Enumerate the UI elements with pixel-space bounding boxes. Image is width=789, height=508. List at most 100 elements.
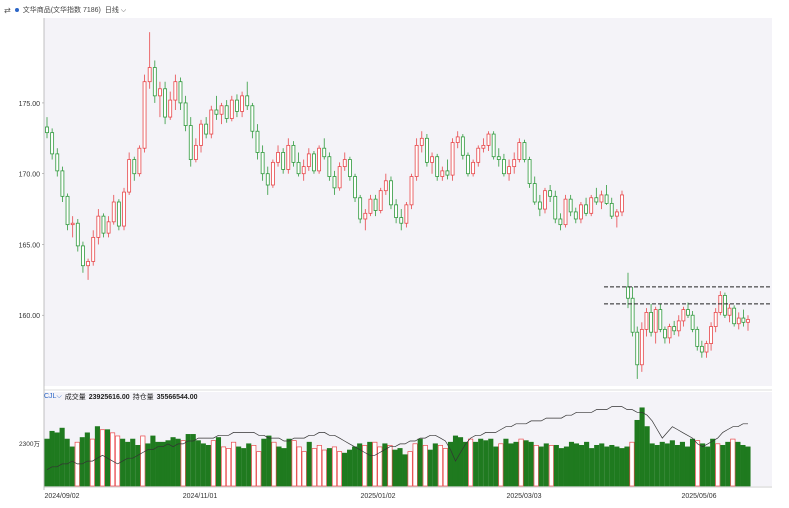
candle-body xyxy=(178,81,183,104)
volume-bar xyxy=(649,443,655,487)
candle-body xyxy=(450,142,455,176)
candle-body xyxy=(491,133,496,158)
candle-body xyxy=(306,153,311,168)
candle-body xyxy=(240,95,244,112)
volume-bar xyxy=(599,443,605,487)
candle-body xyxy=(81,245,85,267)
candle-body xyxy=(163,88,167,118)
volume-bar xyxy=(700,443,706,487)
candle-body xyxy=(368,198,373,214)
candle-body xyxy=(460,136,465,156)
candle-body xyxy=(455,136,460,143)
volume-bar xyxy=(488,438,494,487)
candle-body xyxy=(445,170,450,176)
candle-body xyxy=(96,215,101,238)
candle-body xyxy=(620,194,624,213)
candle-body xyxy=(732,307,737,325)
volume-bar xyxy=(705,446,711,487)
volume-bar xyxy=(740,444,746,487)
volume-bar xyxy=(407,451,413,487)
candle-body xyxy=(322,147,327,158)
candle-body xyxy=(332,176,337,189)
candle-body xyxy=(419,137,424,146)
volume-bar xyxy=(543,443,549,487)
volume-bar xyxy=(568,441,575,487)
volume-bar xyxy=(468,438,474,487)
candle-body xyxy=(502,159,506,175)
volume-bar xyxy=(215,437,222,487)
candle-body xyxy=(512,159,517,168)
volume-bar xyxy=(115,435,121,487)
volume-bar xyxy=(573,443,580,487)
volume-bar xyxy=(54,432,60,487)
volume-bar xyxy=(392,449,398,487)
volume-bar xyxy=(165,440,171,487)
volume-bar xyxy=(644,426,650,487)
candle-body xyxy=(496,156,501,160)
volume-bar xyxy=(89,438,95,487)
volume-tick-label: 2300万 xyxy=(19,440,40,448)
volume-bar xyxy=(306,441,312,487)
candle-body xyxy=(746,319,750,323)
time-tick-label: 2025/03/03 xyxy=(506,493,541,500)
candle-body xyxy=(723,295,727,316)
candle-body xyxy=(558,218,563,226)
volume-bar xyxy=(59,427,65,487)
candle-body xyxy=(741,317,746,323)
candle-body xyxy=(286,144,291,170)
open-interest-line xyxy=(46,406,748,471)
volume-bar xyxy=(205,444,211,487)
volume-bar xyxy=(120,438,126,487)
period-selector[interactable]: 日线 ⌵ xyxy=(105,5,126,15)
candle-body xyxy=(686,309,690,316)
volume-bar xyxy=(498,443,504,487)
price-tick-label: 160.00 xyxy=(19,313,41,320)
volume-bar xyxy=(276,446,282,487)
volume-bar xyxy=(266,435,272,487)
candle-body xyxy=(537,201,542,210)
candle-body xyxy=(589,197,594,214)
volume-bar xyxy=(659,441,665,487)
candle-body xyxy=(563,198,568,226)
volume-bar xyxy=(185,434,191,487)
candle-body xyxy=(75,222,80,247)
volume-bar xyxy=(584,441,590,487)
volume-bar xyxy=(548,444,554,487)
volume-bar xyxy=(296,446,302,487)
chart-toggle-icon[interactable]: ⇄ xyxy=(4,5,11,15)
candle-body xyxy=(250,105,255,132)
volume-bar xyxy=(377,446,383,487)
volume-bar xyxy=(720,444,726,487)
candle-body xyxy=(653,309,658,333)
candle-body xyxy=(599,194,604,203)
candle-body xyxy=(699,345,704,353)
volume-bar xyxy=(684,446,691,487)
candle-body xyxy=(658,309,663,330)
volume-bar xyxy=(382,443,388,487)
volume-bar xyxy=(412,443,418,487)
volume-bar xyxy=(170,437,176,487)
candle-body xyxy=(50,132,55,155)
candle-body xyxy=(476,147,481,163)
volume-bar xyxy=(745,446,751,487)
volume-bar xyxy=(281,448,287,487)
candle-body xyxy=(404,204,409,224)
volume-bar xyxy=(367,441,373,487)
volume-bar xyxy=(508,443,514,487)
candle-body xyxy=(394,204,399,218)
candle-body xyxy=(137,147,142,175)
candle-body xyxy=(245,95,250,107)
candle-body xyxy=(147,67,152,83)
volume-bar xyxy=(427,449,433,487)
candle-body xyxy=(681,309,686,322)
candle-body xyxy=(301,166,306,175)
candle-body xyxy=(630,297,635,333)
volume-bar xyxy=(735,441,741,487)
candle-body xyxy=(614,211,619,217)
volume-bar xyxy=(634,419,640,487)
volume-bar xyxy=(220,446,227,487)
candle-body xyxy=(579,204,583,220)
indicator-selector[interactable]: CJL⌵ xyxy=(44,393,62,400)
candle-body xyxy=(60,170,65,197)
candle-body xyxy=(70,222,75,226)
